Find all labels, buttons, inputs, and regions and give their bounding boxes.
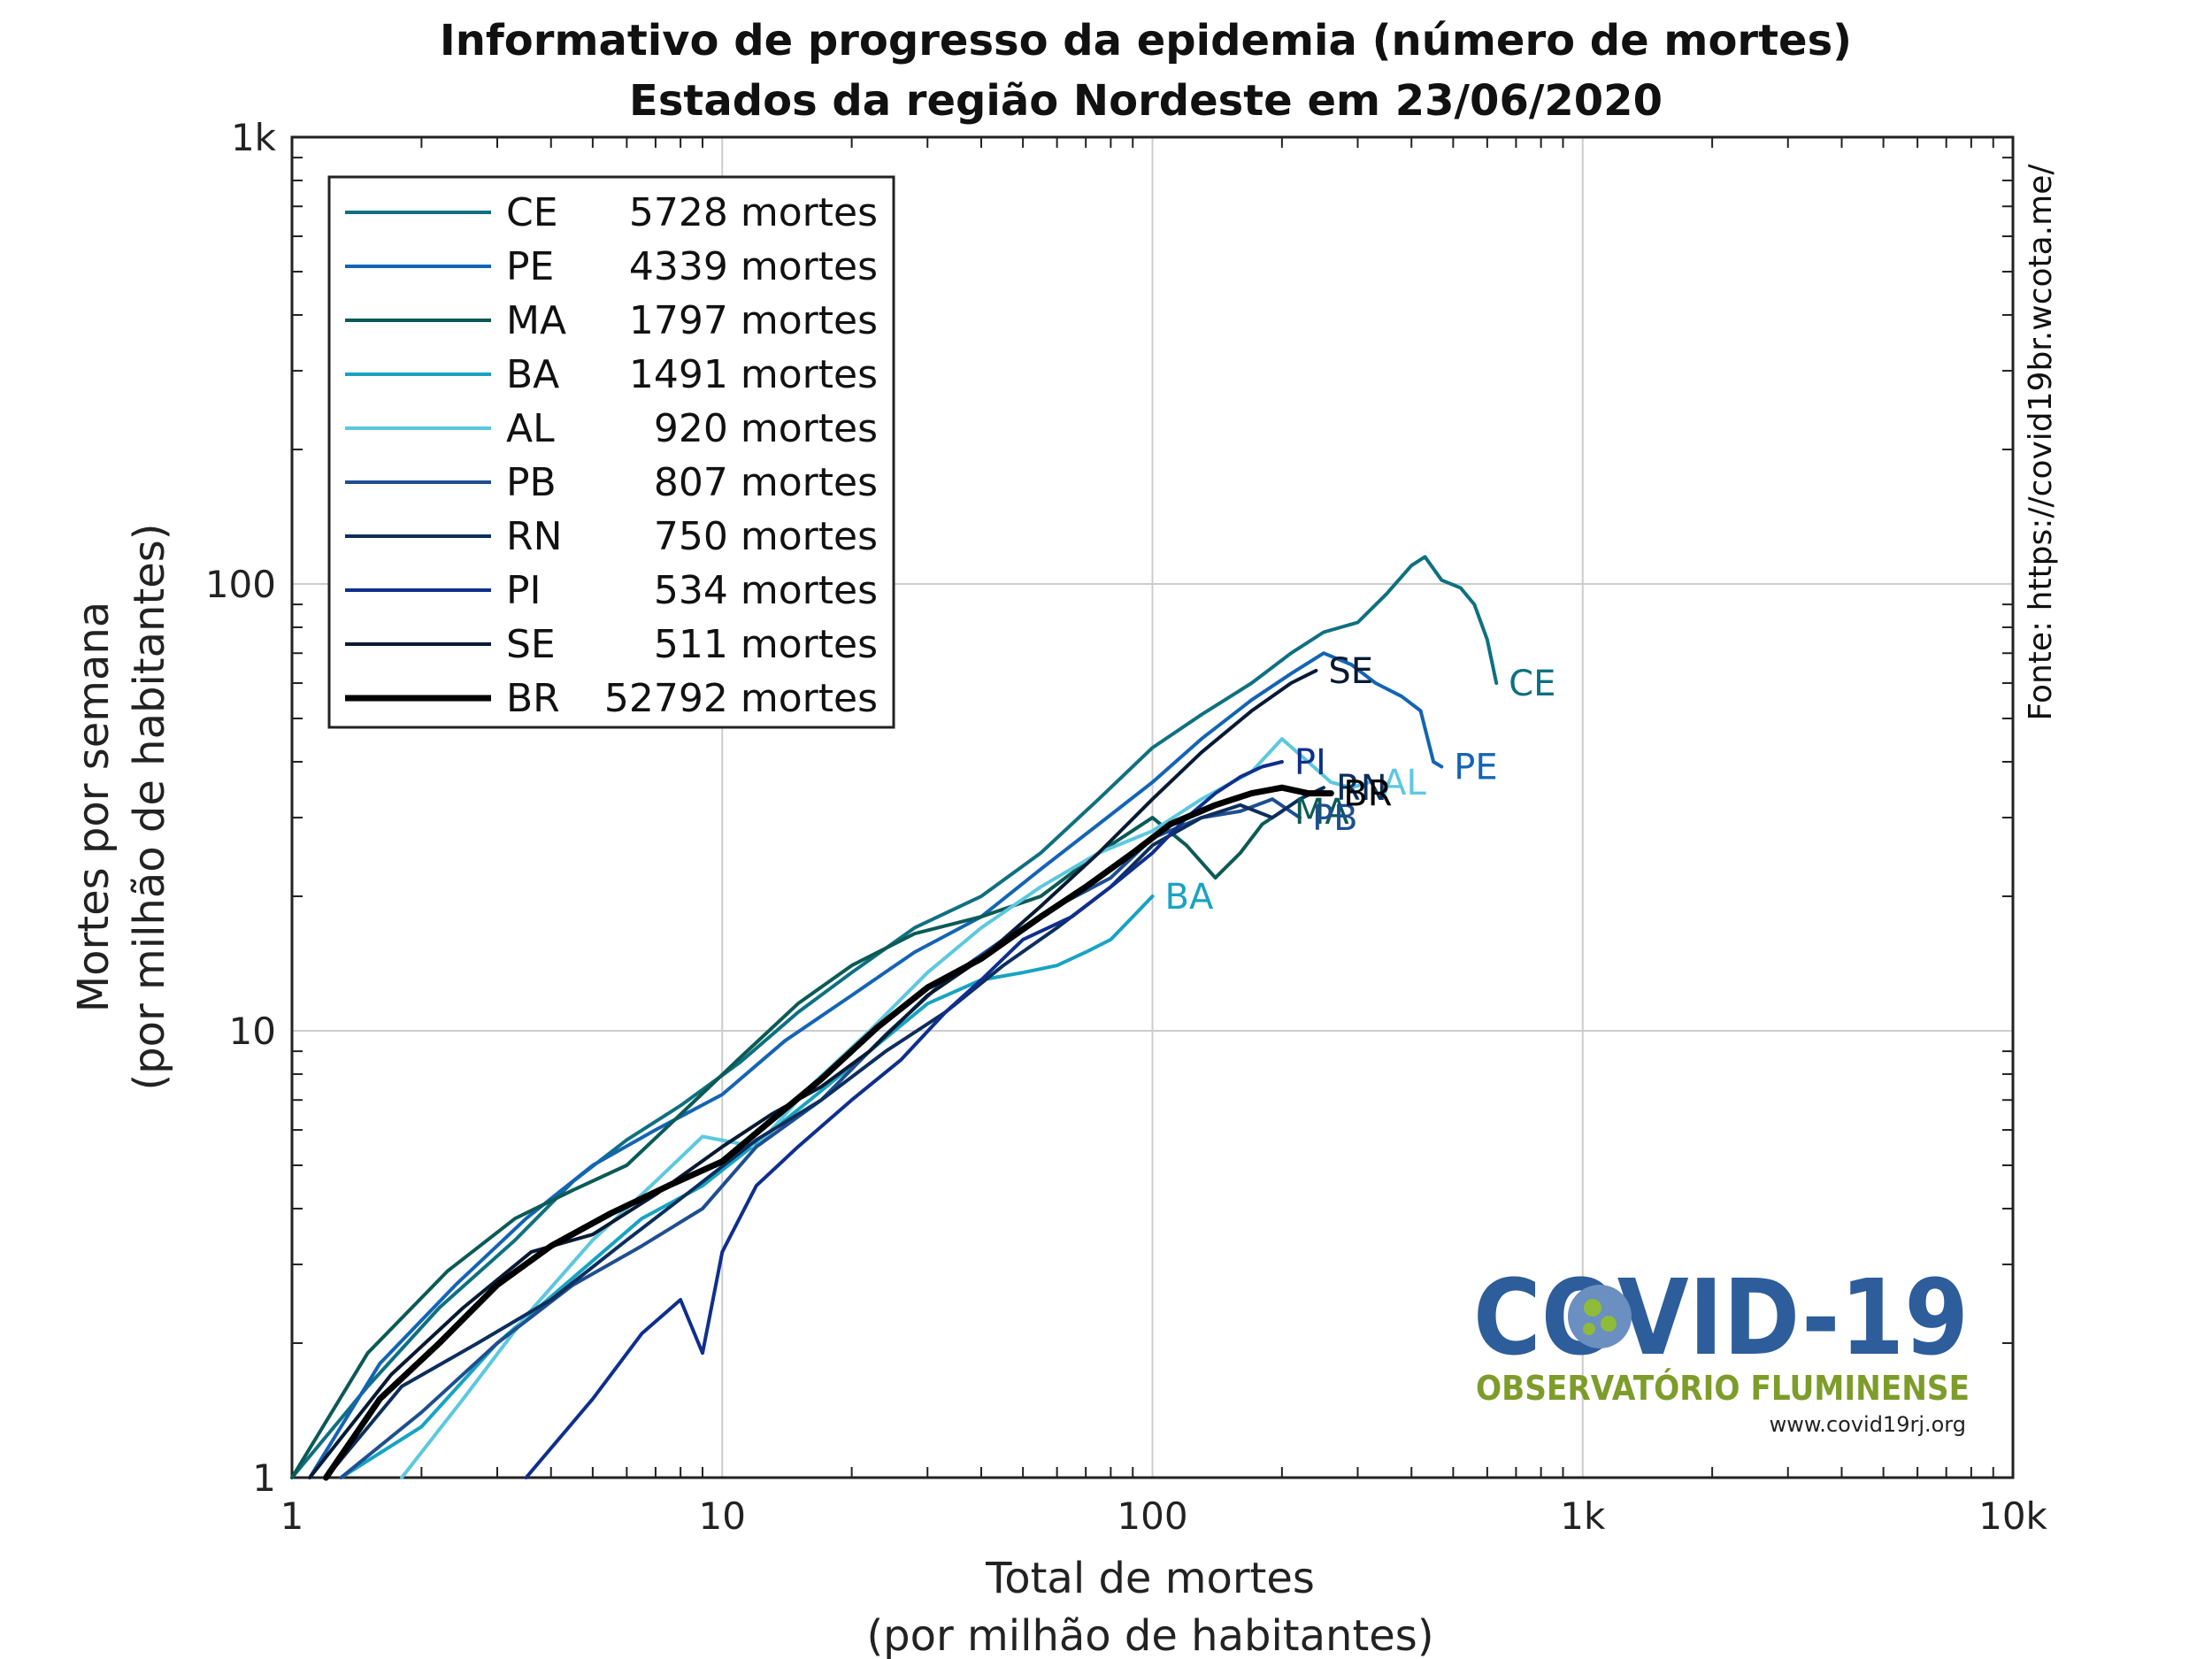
legend-box [327, 175, 895, 729]
legend-name-br: BR [506, 676, 560, 721]
x-axis-label-line1: Total de mortes [985, 1554, 1315, 1603]
end-label-ma: MA [1294, 792, 1350, 833]
end-label-ba: BA [1165, 877, 1214, 918]
y-axis-label-line1: Mortes por semana [69, 602, 119, 1013]
legend-deaths-br: 52792 mortes [604, 676, 878, 721]
series-line-pi [524, 760, 1284, 1479]
end-label-pi: PI [1294, 742, 1326, 783]
x-tick-label: 10k [1978, 1494, 2047, 1538]
end-label-ce: CE [1509, 664, 1555, 704]
end-label-al: AL [1382, 763, 1426, 803]
legend-deaths-ba: 1491 mortes [629, 352, 878, 397]
legend-name-pb: PB [506, 460, 557, 505]
logo: COVID-19 OBSERVATÓRIO FLUMINENSE www.cov… [1473, 1256, 1970, 1437]
series-line-ba [339, 895, 1155, 1479]
x-tick-label: 1 [280, 1494, 304, 1538]
series-line-pe [308, 651, 1444, 1479]
legend: CE 5728 mortes PE 4339 mortes MA 1797 mortes B… [327, 175, 895, 729]
legend-name-ba: BA [506, 352, 559, 397]
series-line-pb [339, 797, 1302, 1479]
y-tick-labels: 1 10 100 1k [205, 116, 277, 1500]
y-tick-label: 100 [205, 563, 276, 606]
series-line-se [308, 668, 1318, 1479]
logo-url: www.covid19rj.org [1770, 1412, 1966, 1437]
legend-name-pi: PI [506, 568, 541, 613]
logo-title: COVID-19 [1473, 1256, 1969, 1379]
legend-name-al: AL [506, 406, 555, 451]
x-tick-label: 1k [1560, 1494, 1606, 1538]
source-note: Fonte: https://covid19br.wcota.me/ [2023, 164, 2059, 721]
minor-ticks [292, 137, 2013, 1478]
end-label-pe: PE [1454, 748, 1497, 788]
end-label-br: BR [1343, 774, 1392, 815]
legend-deaths-pi: 534 mortes [654, 568, 878, 613]
legend-deaths-pb: 807 mortes [654, 460, 878, 505]
legend-deaths-pe: 4339 mortes [629, 244, 878, 289]
x-tick-labels: 1 10 100 1k 10k [280, 1494, 2048, 1538]
legend-deaths-al: 920 mortes [654, 406, 878, 451]
legend-deaths-se: 511 mortes [654, 622, 878, 667]
logo-subtitle: OBSERVATÓRIO FLUMINENSE [1476, 1369, 1970, 1408]
legend-name-pe: PE [506, 244, 554, 289]
legend-name-se: SE [506, 622, 556, 667]
legend-deaths-rn: 750 mortes [654, 514, 878, 559]
chart-subtitle: Estados da região Nordeste em 23/06/2020 [629, 76, 1663, 126]
legend-deaths-ce: 5728 mortes [629, 190, 878, 235]
y-tick-label: 1k [231, 116, 277, 159]
series-layer [290, 555, 1499, 1481]
virus-icon [1568, 1285, 1632, 1348]
end-label-pb: PB [1312, 798, 1358, 839]
end-label-rn: RN [1336, 768, 1387, 809]
end-label-se: SE [1328, 651, 1373, 692]
legend-name-rn: RN [506, 514, 563, 559]
x-tick-label: 10 [699, 1494, 746, 1538]
y-axis-label-line2: (por milhão de habitantes) [125, 523, 174, 1090]
series-line-br [323, 784, 1334, 1481]
legend-deaths-ma: 1797 mortes [629, 298, 878, 343]
plot-frame [290, 135, 2015, 1479]
y-tick-label: 1 [252, 1456, 276, 1500]
x-tick-label: 100 [1117, 1494, 1187, 1538]
chart-title: Informativo de progresso da epidemia (nú… [440, 16, 1852, 65]
series-line-ma [290, 809, 1284, 1479]
series-line-al [400, 737, 1372, 1479]
legend-name-ce: CE [506, 190, 558, 235]
x-axis-label-line2: (por milhão de habitantes) [866, 1611, 1433, 1659]
legend-name-ma: MA [506, 298, 566, 343]
y-tick-label: 10 [229, 1010, 276, 1053]
